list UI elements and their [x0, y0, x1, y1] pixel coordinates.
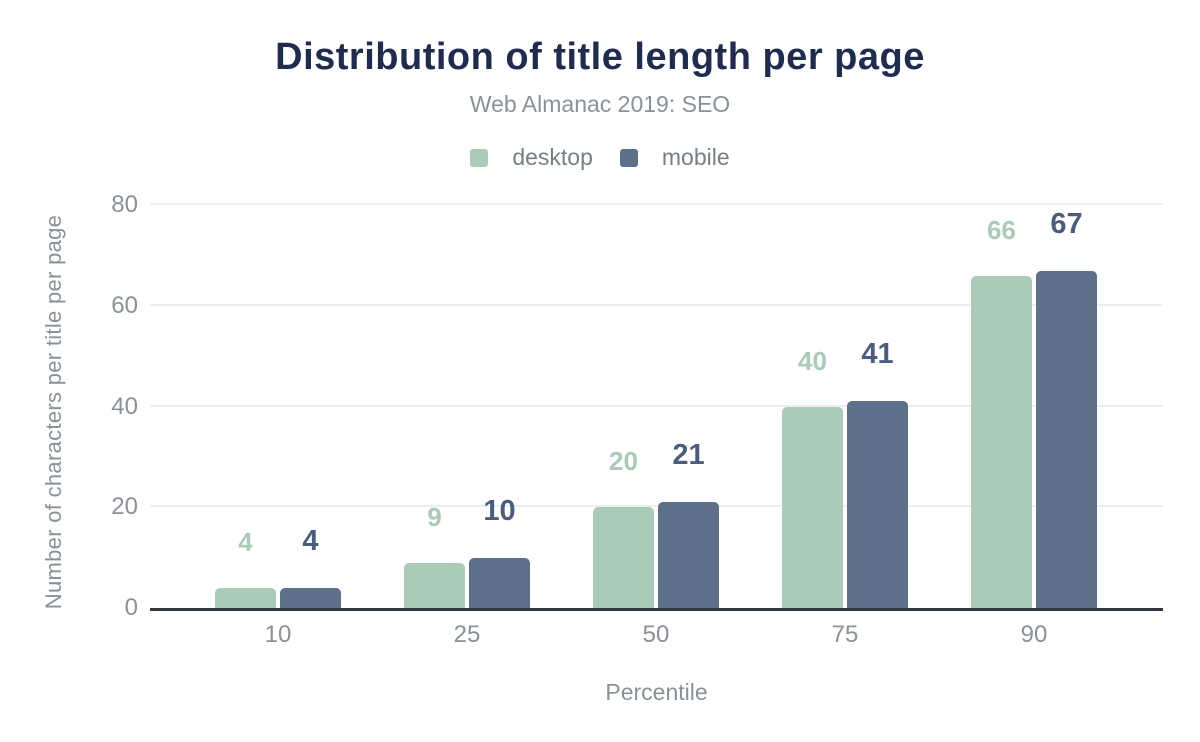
- bar-value-label-mobile-p10: 4: [302, 524, 319, 557]
- bar-desktop-p10: [215, 587, 276, 608]
- bar-mobile-p75: [847, 401, 908, 608]
- bar-desktop-p75: [782, 406, 843, 608]
- y-tick-label-80: 80: [111, 191, 138, 218]
- bar-desktop-p25: [404, 562, 465, 608]
- bar-value-label-desktop-p50: 20: [609, 446, 638, 477]
- chart-title: Distribution of title length per page: [275, 36, 925, 78]
- bar-value-label-desktop-p10: 4: [238, 526, 253, 557]
- bar-mobile-p25: [469, 557, 530, 608]
- legend-label-mobile: mobile: [661, 144, 730, 170]
- bar-mobile-p10: [280, 587, 341, 608]
- bar-desktop-p90: [971, 275, 1032, 608]
- legend-item-mobile: mobile: [619, 144, 730, 171]
- desktop-swatch-icon: [470, 148, 489, 167]
- bar-value-label-desktop-p90: 66: [987, 214, 1016, 245]
- gridline-60: [150, 303, 1163, 306]
- x-tick-label-10: 10: [264, 621, 292, 648]
- x-tick-label-25: 25: [453, 621, 481, 648]
- x-tick-label-50: 50: [642, 621, 670, 648]
- bar-value-label-mobile-p50: 21: [672, 439, 705, 472]
- gridline-40: [150, 404, 1163, 407]
- legend-label-desktop: desktop: [512, 144, 593, 170]
- gridline-20: [150, 505, 1163, 508]
- x-axis-title: Percentile: [605, 679, 708, 705]
- bar-value-label-mobile-p90: 67: [1050, 207, 1083, 240]
- legend: desktop mobile: [0, 144, 1200, 171]
- legend-item-desktop: desktop: [470, 144, 593, 171]
- chart-subtitle: Web Almanac 2019: SEO: [469, 91, 731, 117]
- bar-value-label-desktop-p25: 9: [427, 501, 442, 532]
- bar-value-label-mobile-p25: 10: [483, 494, 516, 527]
- bar-mobile-p90: [1036, 270, 1097, 608]
- y-tick-label-60: 60: [111, 291, 138, 319]
- y-tick-label-40: 40: [111, 392, 138, 420]
- x-tick-label-90: 90: [1020, 621, 1048, 648]
- bar-desktop-p50: [593, 507, 654, 608]
- y-tick-label-20: 20: [111, 493, 138, 521]
- bar-value-label-desktop-p75: 40: [798, 345, 827, 376]
- gridline-80: [150, 203, 1163, 205]
- bar-value-label-mobile-p75: 41: [861, 338, 894, 371]
- plot-area: 4 4 9 10 20 21 40 41 66 67: [150, 203, 1163, 611]
- bar-mobile-p50: [658, 502, 719, 608]
- x-tick-label-75: 75: [831, 621, 859, 648]
- y-tick-label-0: 0: [124, 594, 138, 621]
- mobile-swatch-icon: [619, 148, 638, 167]
